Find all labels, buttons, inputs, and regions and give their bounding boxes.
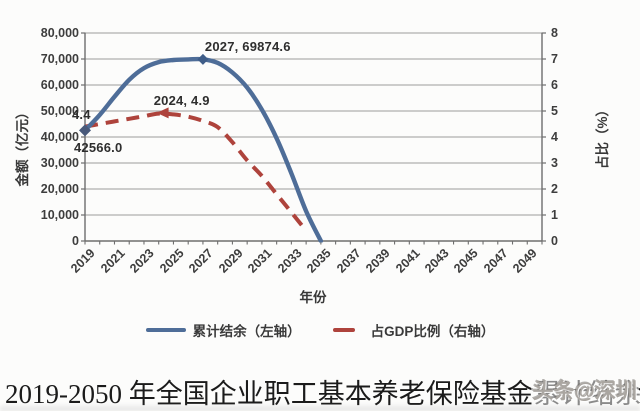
y-right-tick-label: 7 [551, 52, 558, 66]
y-right-tick-label: 4 [551, 130, 558, 144]
y-right-tick-label: 5 [551, 104, 558, 118]
x-axis-title: 年份 [299, 290, 327, 305]
y-left-tick-label: 10,000 [40, 208, 79, 222]
y-right-tick-label: 6 [551, 78, 558, 92]
y-left-tick-label: 30,000 [40, 156, 79, 170]
data-label-2: 2024, 4.9 [153, 92, 210, 108]
legend-label-balance: 累计结余（左轴） [192, 324, 301, 339]
y-right-tick-label: 2 [551, 182, 558, 196]
data-label-3: 2027, 69874.6 [204, 39, 291, 55]
y-right-tick-label: 8 [551, 26, 558, 40]
legend: 累计结余（左轴） 占GDP比例（右轴） [0, 320, 640, 340]
legend-swatch-gdp-line [332, 328, 355, 332]
y-left-tick-label: 20,000 [40, 182, 79, 196]
data-label-0: 4.4 [72, 106, 91, 122]
plot-canvas [79, 32, 546, 245]
legend-swatch-balance-line [145, 328, 186, 332]
bottom-smear [0, 403, 640, 411]
y-left-tick-label: 50,000 [40, 104, 79, 118]
y-left-tick-label: 80,000 [40, 26, 79, 40]
y-left-tick-label: 0 [72, 234, 79, 248]
legend-label-gdp: 占GDP比例（右轴） [370, 324, 495, 339]
y-right-tick-label: 3 [551, 156, 558, 170]
data-label-1: 42566.0 [74, 140, 123, 156]
y-left-tick-label: 40,000 [40, 130, 79, 144]
right-axis-title: 占比（%） [595, 102, 610, 170]
left-axis-title: 金额（亿元） [15, 105, 30, 187]
watermark: 头条@深圳 [530, 375, 639, 405]
y-right-tick-label: 1 [551, 208, 558, 222]
y-right-tick-label: 0 [551, 234, 558, 248]
y-left-tick-label: 70,000 [40, 52, 79, 66]
y-left-tick-label: 60,000 [40, 78, 79, 92]
